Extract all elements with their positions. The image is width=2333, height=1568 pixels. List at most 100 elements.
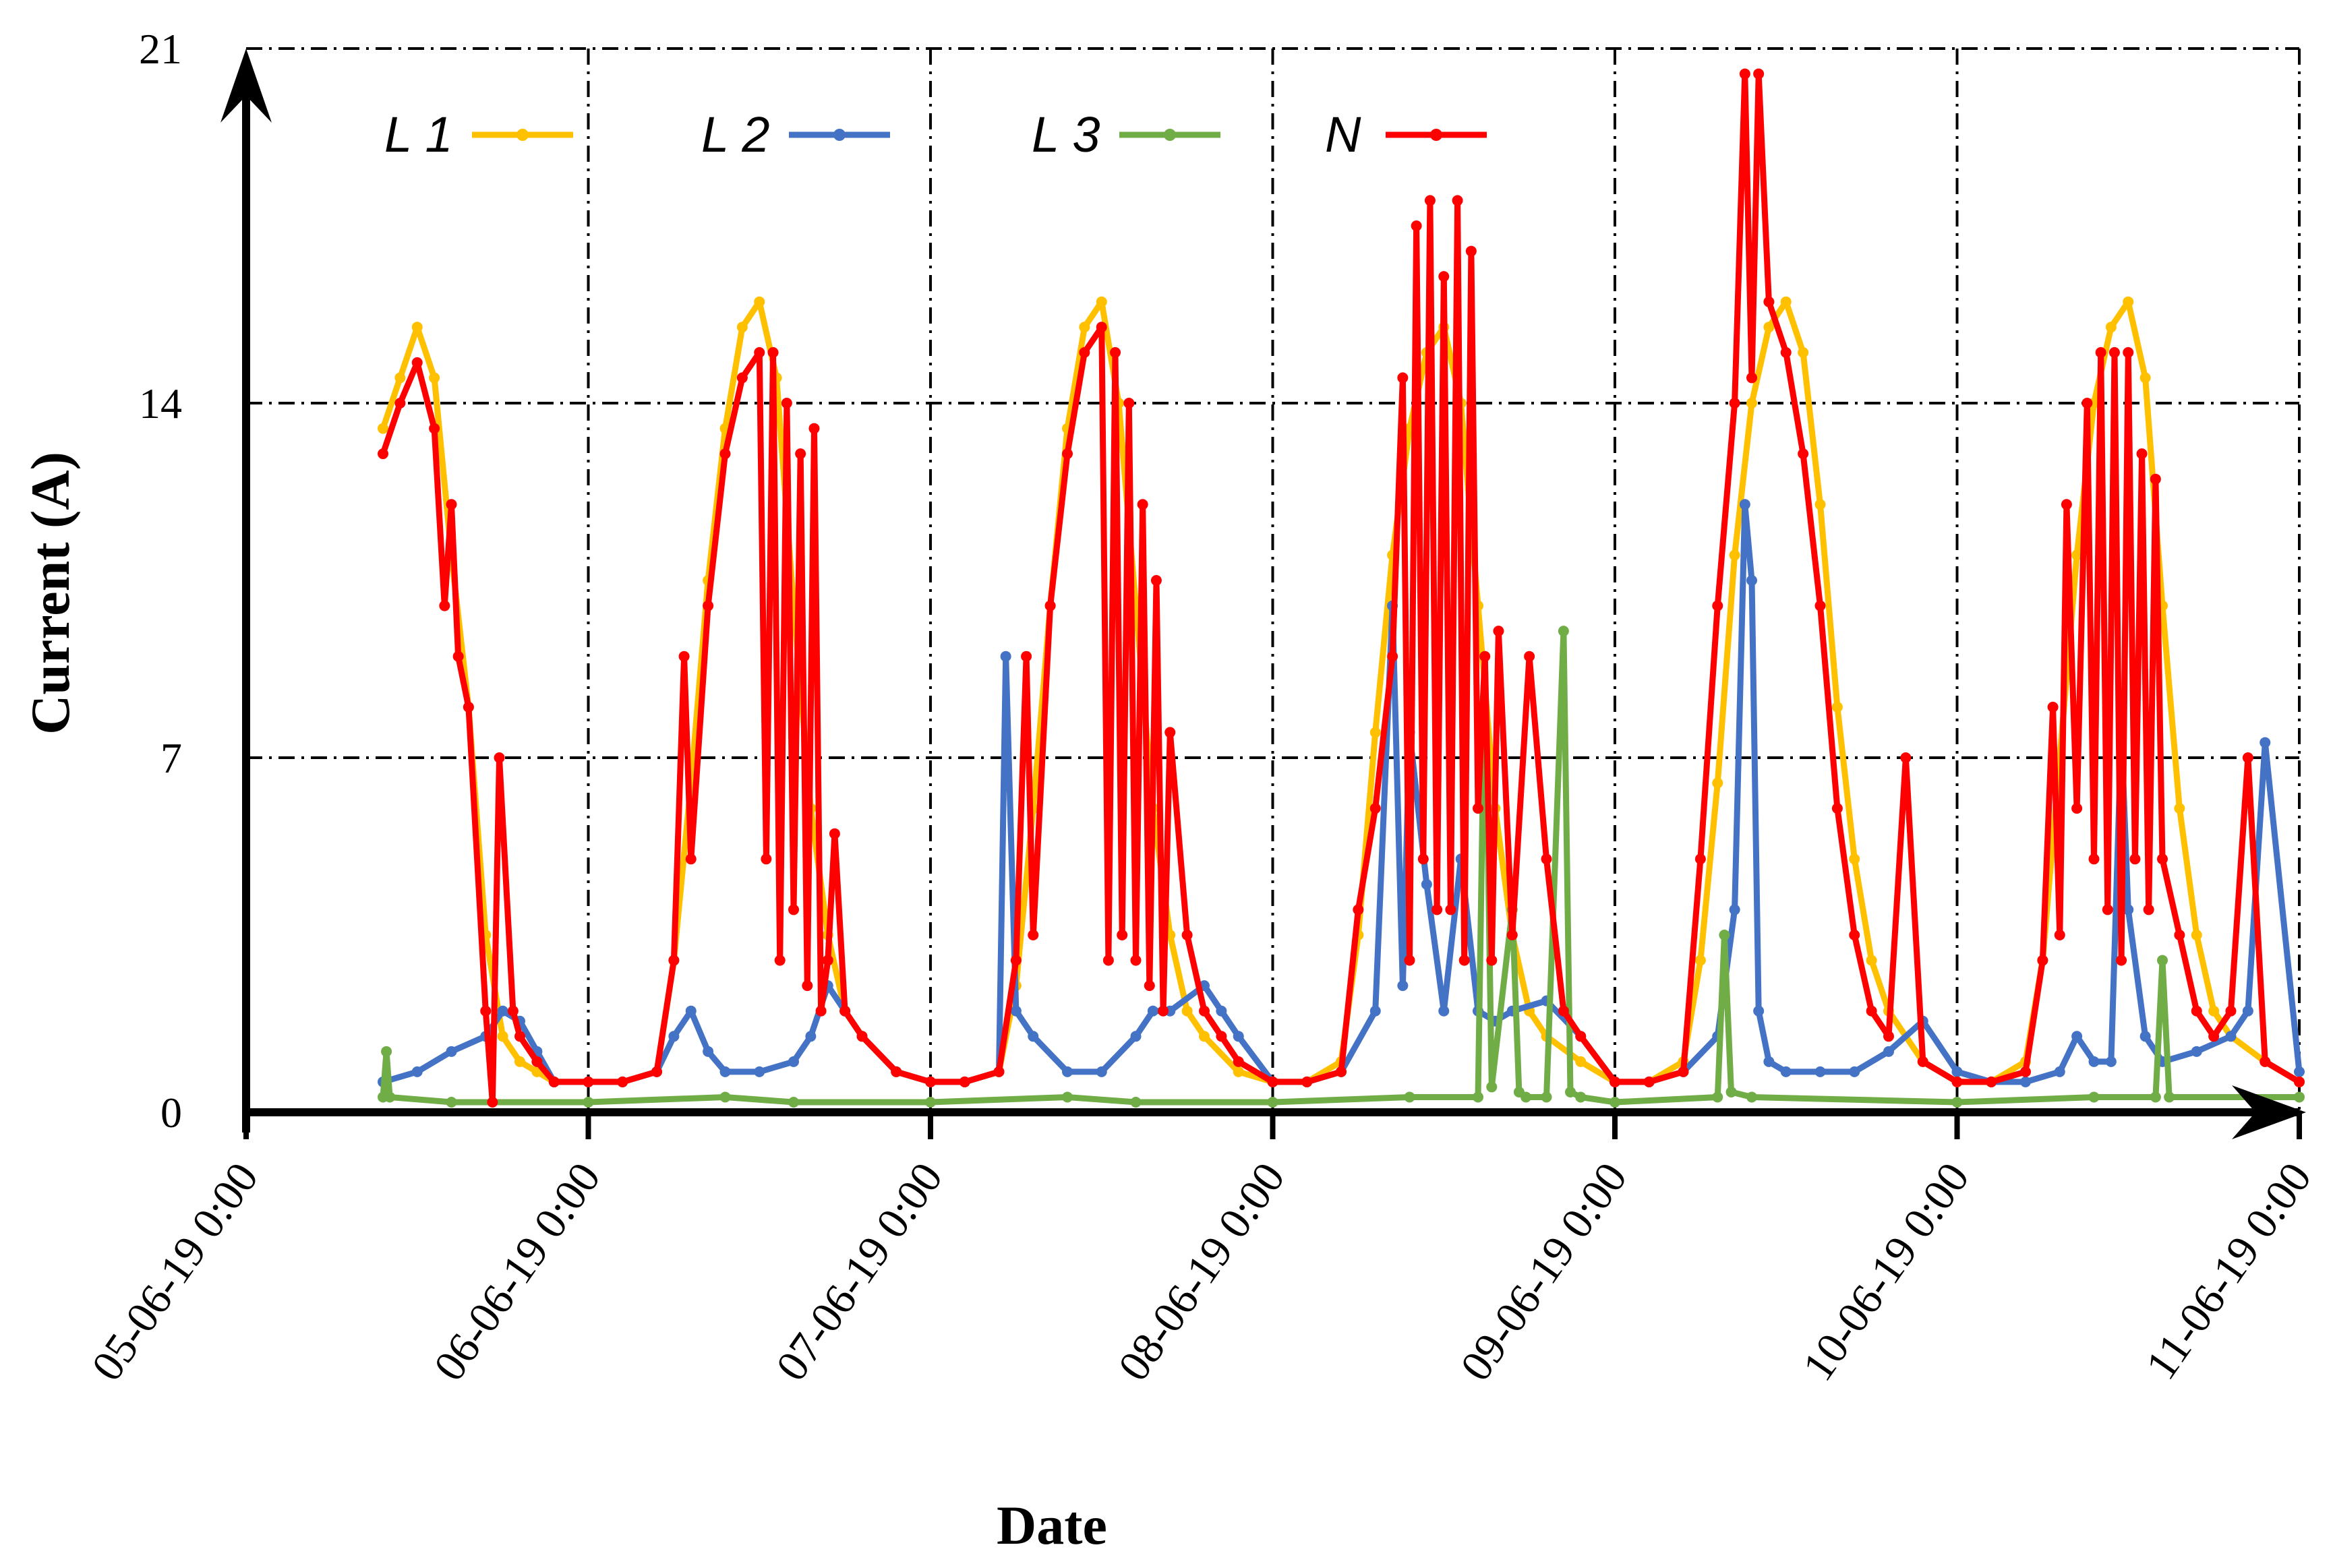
- data-point: [463, 701, 474, 713]
- data-point: [1558, 1005, 1569, 1017]
- data-point: [795, 448, 806, 460]
- data-point: [394, 372, 406, 384]
- data-point: [1883, 1046, 1894, 1057]
- data-point: [651, 1066, 662, 1077]
- legend-item-l1: L 1: [384, 107, 573, 162]
- data-point: [497, 1031, 508, 1042]
- data-point: [1798, 448, 1809, 460]
- data-point: [788, 1056, 799, 1067]
- data-point: [2020, 1066, 2031, 1077]
- x-axis-title: Date: [997, 1495, 1107, 1556]
- data-point: [1130, 1031, 1142, 1042]
- data-point: [1079, 322, 1090, 333]
- data-point: [925, 1096, 936, 1108]
- data-point: [767, 346, 779, 358]
- data-point: [2157, 955, 2168, 966]
- data-point: [1130, 1096, 1142, 1108]
- x-tick-label: 07-06-19 0:00: [767, 1154, 952, 1390]
- data-point: [815, 1005, 827, 1017]
- data-point: [2105, 1056, 2117, 1067]
- data-point: [736, 372, 748, 384]
- data-point: [1216, 1005, 1227, 1017]
- data-point: [802, 980, 813, 992]
- data-point: [1062, 1091, 1073, 1103]
- data-point: [1725, 1086, 1737, 1097]
- data-point: [1753, 68, 1765, 80]
- data-point: [583, 1076, 594, 1087]
- data-point: [1558, 626, 1569, 637]
- data-point: [1062, 448, 1073, 460]
- series-line-n: [380, 71, 2303, 1106]
- data-point: [1199, 1031, 1210, 1042]
- legend-marker: [1164, 129, 1176, 141]
- data-point: [2225, 1031, 2237, 1042]
- data-point: [1147, 1005, 1158, 1017]
- data-point: [1021, 651, 1032, 662]
- data-point: [1404, 955, 1415, 966]
- data-point: [1267, 1096, 1278, 1108]
- data-point: [548, 1076, 560, 1087]
- data-point: [1369, 727, 1381, 738]
- data-point: [2164, 1091, 2175, 1103]
- data-point: [1746, 575, 1757, 586]
- data-point: [1814, 600, 1826, 611]
- data-point: [1486, 1081, 1498, 1093]
- data-point: [2123, 296, 2134, 307]
- data-point: [685, 1005, 697, 1017]
- data-point: [2081, 398, 2093, 409]
- data-point: [1712, 1091, 1723, 1103]
- series-n: [378, 68, 2305, 1108]
- data-point: [1301, 1076, 1313, 1087]
- data-point: [1110, 346, 1121, 358]
- data-point: [1158, 1005, 1169, 1017]
- x-tick-label: 08-06-19 0:00: [1109, 1154, 1294, 1390]
- data-point: [788, 1096, 799, 1108]
- data-point: [2260, 1056, 2271, 1067]
- data-point: [1130, 955, 1142, 966]
- data-point: [1028, 1031, 1039, 1042]
- data-point: [1729, 398, 1740, 409]
- y-axis-arrow-icon: [220, 49, 272, 123]
- data-point: [1369, 1005, 1381, 1017]
- data-point: [411, 322, 423, 333]
- legend-item-n: N: [1325, 107, 1487, 162]
- data-point: [719, 448, 731, 460]
- data-point: [2123, 904, 2134, 915]
- data-point: [1610, 1096, 1620, 1108]
- data-point: [378, 423, 388, 434]
- data-point: [703, 600, 714, 611]
- data-point: [1397, 980, 1409, 992]
- data-point: [1746, 1091, 1757, 1103]
- data-point: [1199, 1005, 1210, 1017]
- data-point: [1739, 499, 1750, 510]
- data-point: [1181, 930, 1193, 940]
- data-point: [1746, 398, 1757, 409]
- data-point: [685, 853, 697, 865]
- data-point: [1917, 1056, 1928, 1067]
- series-l3: [378, 626, 2305, 1108]
- series-layer: [378, 68, 2305, 1108]
- data-point: [1144, 980, 1155, 992]
- data-point: [1431, 904, 1443, 915]
- data-point: [2143, 904, 2154, 915]
- data-point: [1397, 372, 1409, 384]
- data-point: [1479, 651, 1491, 662]
- data-point: [2139, 1031, 2151, 1042]
- data-point: [1575, 1056, 1587, 1067]
- data-point: [1541, 853, 1552, 865]
- data-point: [2294, 1076, 2305, 1087]
- data-point: [668, 955, 680, 966]
- data-point: [411, 357, 423, 368]
- data-point: [2054, 1066, 2065, 1077]
- data-point: [1798, 346, 1809, 358]
- data-point: [719, 1066, 731, 1077]
- data-point: [1610, 1076, 1620, 1087]
- data-point: [2037, 955, 2048, 966]
- data-point: [1411, 220, 1422, 231]
- data-point: [2102, 904, 2113, 915]
- data-point: [2088, 1056, 2100, 1067]
- data-point: [1123, 398, 1135, 409]
- data-point: [1565, 1086, 1576, 1097]
- data-point: [1233, 1066, 1244, 1077]
- data-point: [617, 1076, 628, 1087]
